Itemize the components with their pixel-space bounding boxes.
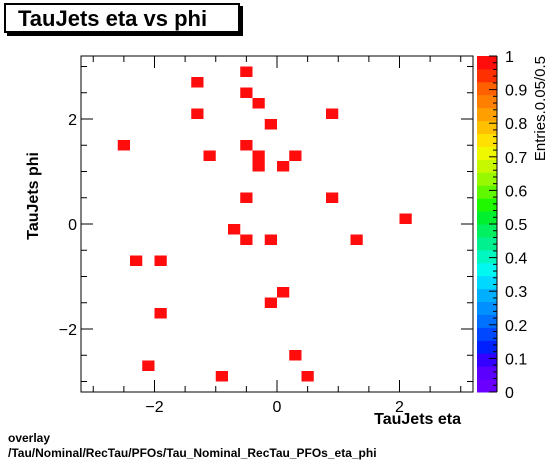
- color-scale-band: [477, 172, 497, 186]
- color-scale-band: [477, 249, 497, 264]
- color-scale-band: [477, 314, 497, 328]
- color-scale-band: [477, 236, 497, 251]
- heatmap-cell: [130, 255, 143, 266]
- heatmap-cell: [117, 140, 130, 151]
- z-tick-label: 0.6: [505, 183, 527, 200]
- footer-path-label: /Tau/Nominal/RecTau/PFOs/Tau_Nominal_Rec…: [8, 446, 377, 460]
- color-scale-band: [477, 379, 497, 393]
- y-tick-label: −2: [59, 322, 77, 339]
- heatmap-cell: [203, 150, 216, 161]
- heatmap-cell: [264, 234, 277, 245]
- x-tick-label: 2: [395, 399, 404, 416]
- z-tick-label: 0.1: [505, 351, 527, 368]
- heatmap-cell: [240, 140, 253, 151]
- heatmap-cells: [117, 66, 412, 382]
- z-tick-label: 1: [505, 49, 514, 66]
- y-axis-label: TauJets phi: [25, 152, 42, 240]
- heatmap-cell: [215, 371, 228, 382]
- y-tick-label: 2: [68, 112, 77, 129]
- x-axis: −2 0 2: [92, 56, 462, 416]
- footer-overlay-label: overlay: [8, 431, 51, 445]
- heatmap-cell: [264, 119, 277, 130]
- z-tick-label: 0.2: [505, 318, 527, 335]
- x-tick-label: −2: [145, 399, 163, 416]
- color-scale-band: [477, 340, 497, 354]
- heatmap-cell: [154, 255, 167, 266]
- color-scale-band: [477, 327, 497, 341]
- heatmap-cell: [277, 287, 290, 298]
- color-scale-band: [477, 366, 497, 380]
- heatmap-cell: [154, 308, 167, 319]
- heatmap-cell: [240, 66, 253, 77]
- heatmap-cell: [240, 87, 253, 98]
- heatmap-cell: [277, 161, 290, 172]
- color-scale-band: [477, 301, 497, 315]
- heatmap-cell: [289, 350, 302, 361]
- heatmap-cell: [191, 108, 204, 119]
- heatmap-cell: [264, 297, 277, 308]
- color-scale-band: [477, 120, 497, 135]
- color-scale-label: Entries.0.05/0.5: [532, 56, 546, 161]
- y-tick-label: 0: [68, 217, 77, 234]
- z-tick-label: 0.3: [505, 284, 527, 301]
- z-tick-label: 0.5: [505, 217, 527, 234]
- color-scale-band: [477, 353, 497, 367]
- color-scale-band: [477, 185, 497, 199]
- heatmap-cell: [252, 98, 265, 109]
- chart-title-box: TauJets eta vs phi: [4, 3, 240, 33]
- color-scale-band: [477, 146, 497, 160]
- x-axis-label: TauJets eta: [374, 411, 461, 428]
- heatmap-cell: [289, 150, 302, 161]
- color-scale-band: [477, 262, 497, 277]
- color-scale-band: [477, 211, 497, 225]
- heatmap-cell: [326, 108, 339, 119]
- plot-frame: [80, 55, 474, 393]
- chart-title: TauJets eta vs phi: [18, 6, 208, 31]
- heatmap-cell: [142, 360, 155, 371]
- z-tick-label: 0.8: [505, 116, 527, 133]
- heatmap-cell: [240, 234, 253, 245]
- z-tick-label: 0.4: [505, 251, 527, 268]
- heatmap-cell: [240, 192, 253, 203]
- heatmap-cell: [399, 213, 412, 224]
- heatmap-cell: [301, 371, 314, 382]
- heatmap-cell: [228, 224, 241, 235]
- heatmap-cell: [350, 234, 363, 245]
- color-scale-band: [477, 275, 497, 290]
- color-scale-band: [477, 159, 497, 173]
- color-scale-band: [477, 56, 497, 70]
- color-scale-band: [477, 81, 497, 96]
- y-axis: −2 0 2: [59, 66, 473, 382]
- z-tick-label: 0.7: [505, 150, 527, 167]
- x-tick-label: 0: [273, 399, 282, 416]
- color-scale-band: [477, 133, 497, 147]
- heatmap-cell: [326, 192, 339, 203]
- color-scale-band: [477, 94, 497, 109]
- z-tick-label: 0: [505, 385, 514, 402]
- color-scale-band: [477, 107, 497, 122]
- color-scale: 0 0.1 0.2 0.3 0.4 0.5 0.6 0.7 0.8 0.9 1: [477, 49, 527, 402]
- heatmap-cell: [252, 161, 265, 172]
- heatmap-cell: [191, 77, 204, 88]
- color-scale-band: [477, 224, 497, 238]
- color-scale-band: [477, 198, 497, 212]
- color-scale-band: [477, 68, 497, 83]
- z-tick-label: 0.9: [505, 83, 527, 100]
- heatmap-cell: [252, 150, 265, 161]
- color-scale-band: [477, 288, 497, 303]
